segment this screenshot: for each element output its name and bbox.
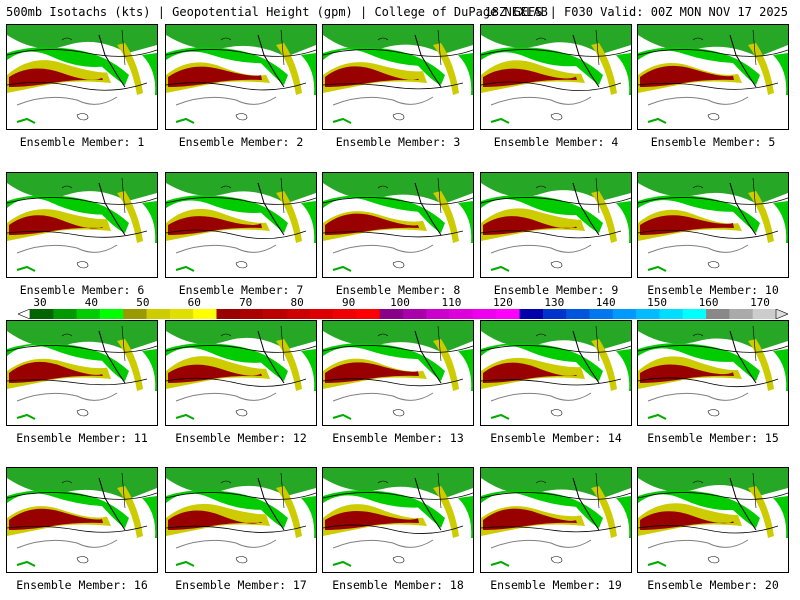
ensemble-map-11 [6,320,158,426]
colorbar-swatch [472,309,497,319]
colorbar-swatch [706,309,730,319]
member-caption: Ensemble Member: 5 [650,135,776,149]
member-caption: Ensemble Member: 11 [16,431,148,445]
ensemble-map-8 [322,172,474,278]
colorbar-swatch [193,309,217,319]
member-caption: Ensemble Member: 15 [647,431,779,445]
colorbar-swatch [496,309,520,319]
colorbar-swatch [99,309,124,319]
ensemble-map-13 [322,320,474,426]
colorbar-tick-label: 140 [595,296,616,309]
colorbar-swatch [379,309,404,319]
colorbar-tick-label: 160 [698,296,719,309]
member-caption: Ensemble Member: 13 [332,431,464,445]
colorbar-swatch [403,309,427,319]
member-caption: Ensemble Member: 20 [647,578,779,592]
valid-time: 18Z GEFS | F030 Valid: 00Z MON NOV 17 20… [484,5,788,19]
colorbar-tick-label: 100 [390,296,410,309]
ensemble-map-14 [480,320,632,426]
ensemble-map-16 [6,467,158,573]
colorbar-tick-label: 70 [239,296,253,309]
colorbar-swatch [659,309,684,319]
ensemble-map-9 [480,172,632,278]
colorbar-swatch [566,309,590,319]
colorbar-tick-label: 40 [84,296,99,309]
colorbar-swatch [333,309,357,319]
ensemble-map-4 [480,24,632,130]
colorbar-swatch [356,309,380,319]
colorbar-swatch [216,309,241,319]
colorbar-tick-label: 50 [136,296,150,309]
member-caption: Ensemble Member: 8 [335,283,461,297]
ensemble-map-18 [322,467,474,573]
colorbar-swatch [169,309,194,319]
colorbar-swatch [589,309,614,319]
colorbar-tick-label: 110 [441,296,462,309]
ensemble-map-5 [637,24,789,130]
colorbar-swatch [519,309,544,319]
colorbar-swatch [123,309,147,319]
colorbar-tick-label: 150 [647,296,668,309]
member-caption: Ensemble Member: 2 [178,135,304,149]
colorbar-swatch [263,309,287,319]
colorbar-swatch [286,309,311,319]
colorbar-swatch [636,309,660,319]
colorbar-min-arrow [18,309,31,319]
product-title: 500mb Isotachs (kts) | Geopotential Heig… [6,5,548,19]
member-caption: Ensemble Member: 7 [178,283,304,297]
colorbar-tick-label: 30 [33,296,47,309]
colorbar-swatch [729,309,753,319]
wind-speed-colorbar [18,309,788,319]
colorbar-swatch [53,309,77,319]
colorbar-swatch [30,309,54,319]
member-caption: Ensemble Member: 9 [493,283,619,297]
ensemble-map-17 [165,467,317,573]
member-caption: Ensemble Member: 19 [490,578,622,592]
member-caption: Ensemble Member: 18 [332,578,464,592]
colorbar-tick-label: 130 [544,296,565,309]
colorbar-swatch [612,309,637,319]
colorbar-max-arrow [775,309,788,319]
ensemble-map-1 [6,24,158,130]
member-caption: Ensemble Member: 6 [19,283,145,297]
colorbar-swatch [682,309,707,319]
ensemble-map-10 [637,172,789,278]
colorbar-swatch [449,309,474,319]
colorbar-tick-label: 170 [750,296,770,309]
ensemble-map-3 [322,24,474,130]
member-caption: Ensemble Member: 4 [493,135,619,149]
colorbar-tick-label: 80 [290,296,304,309]
member-caption: Ensemble Member: 12 [175,431,307,445]
ensemble-map-12 [165,320,317,426]
colorbar-swatch [146,309,171,319]
member-caption: Ensemble Member: 16 [16,578,148,592]
ensemble-map-20 [637,467,789,573]
ensemble-map-7 [165,172,317,278]
member-caption: Ensemble Member: 17 [175,578,307,592]
ensemble-map-6 [6,172,158,278]
colorbar-tick-label: 60 [187,296,201,309]
colorbar-tick-label: 90 [341,296,356,309]
colorbar-swatch [239,309,264,319]
colorbar-swatch [76,309,101,319]
colorbar-swatch [426,309,450,319]
ensemble-map-15 [637,320,789,426]
colorbar-swatch [309,309,334,319]
ensemble-map-2 [165,24,317,130]
member-caption: Ensemble Member: 10 [647,283,779,297]
colorbar-swatch [752,309,777,319]
colorbar-tick-label: 120 [492,296,513,309]
member-caption: Ensemble Member: 14 [490,431,622,445]
member-caption: Ensemble Member: 1 [19,135,145,149]
ensemble-map-19 [480,467,632,573]
member-caption: Ensemble Member: 3 [335,135,461,149]
map-header: 500mb Isotachs (kts) | Geopotential Heig… [0,0,800,22]
colorbar-swatch [542,309,567,319]
